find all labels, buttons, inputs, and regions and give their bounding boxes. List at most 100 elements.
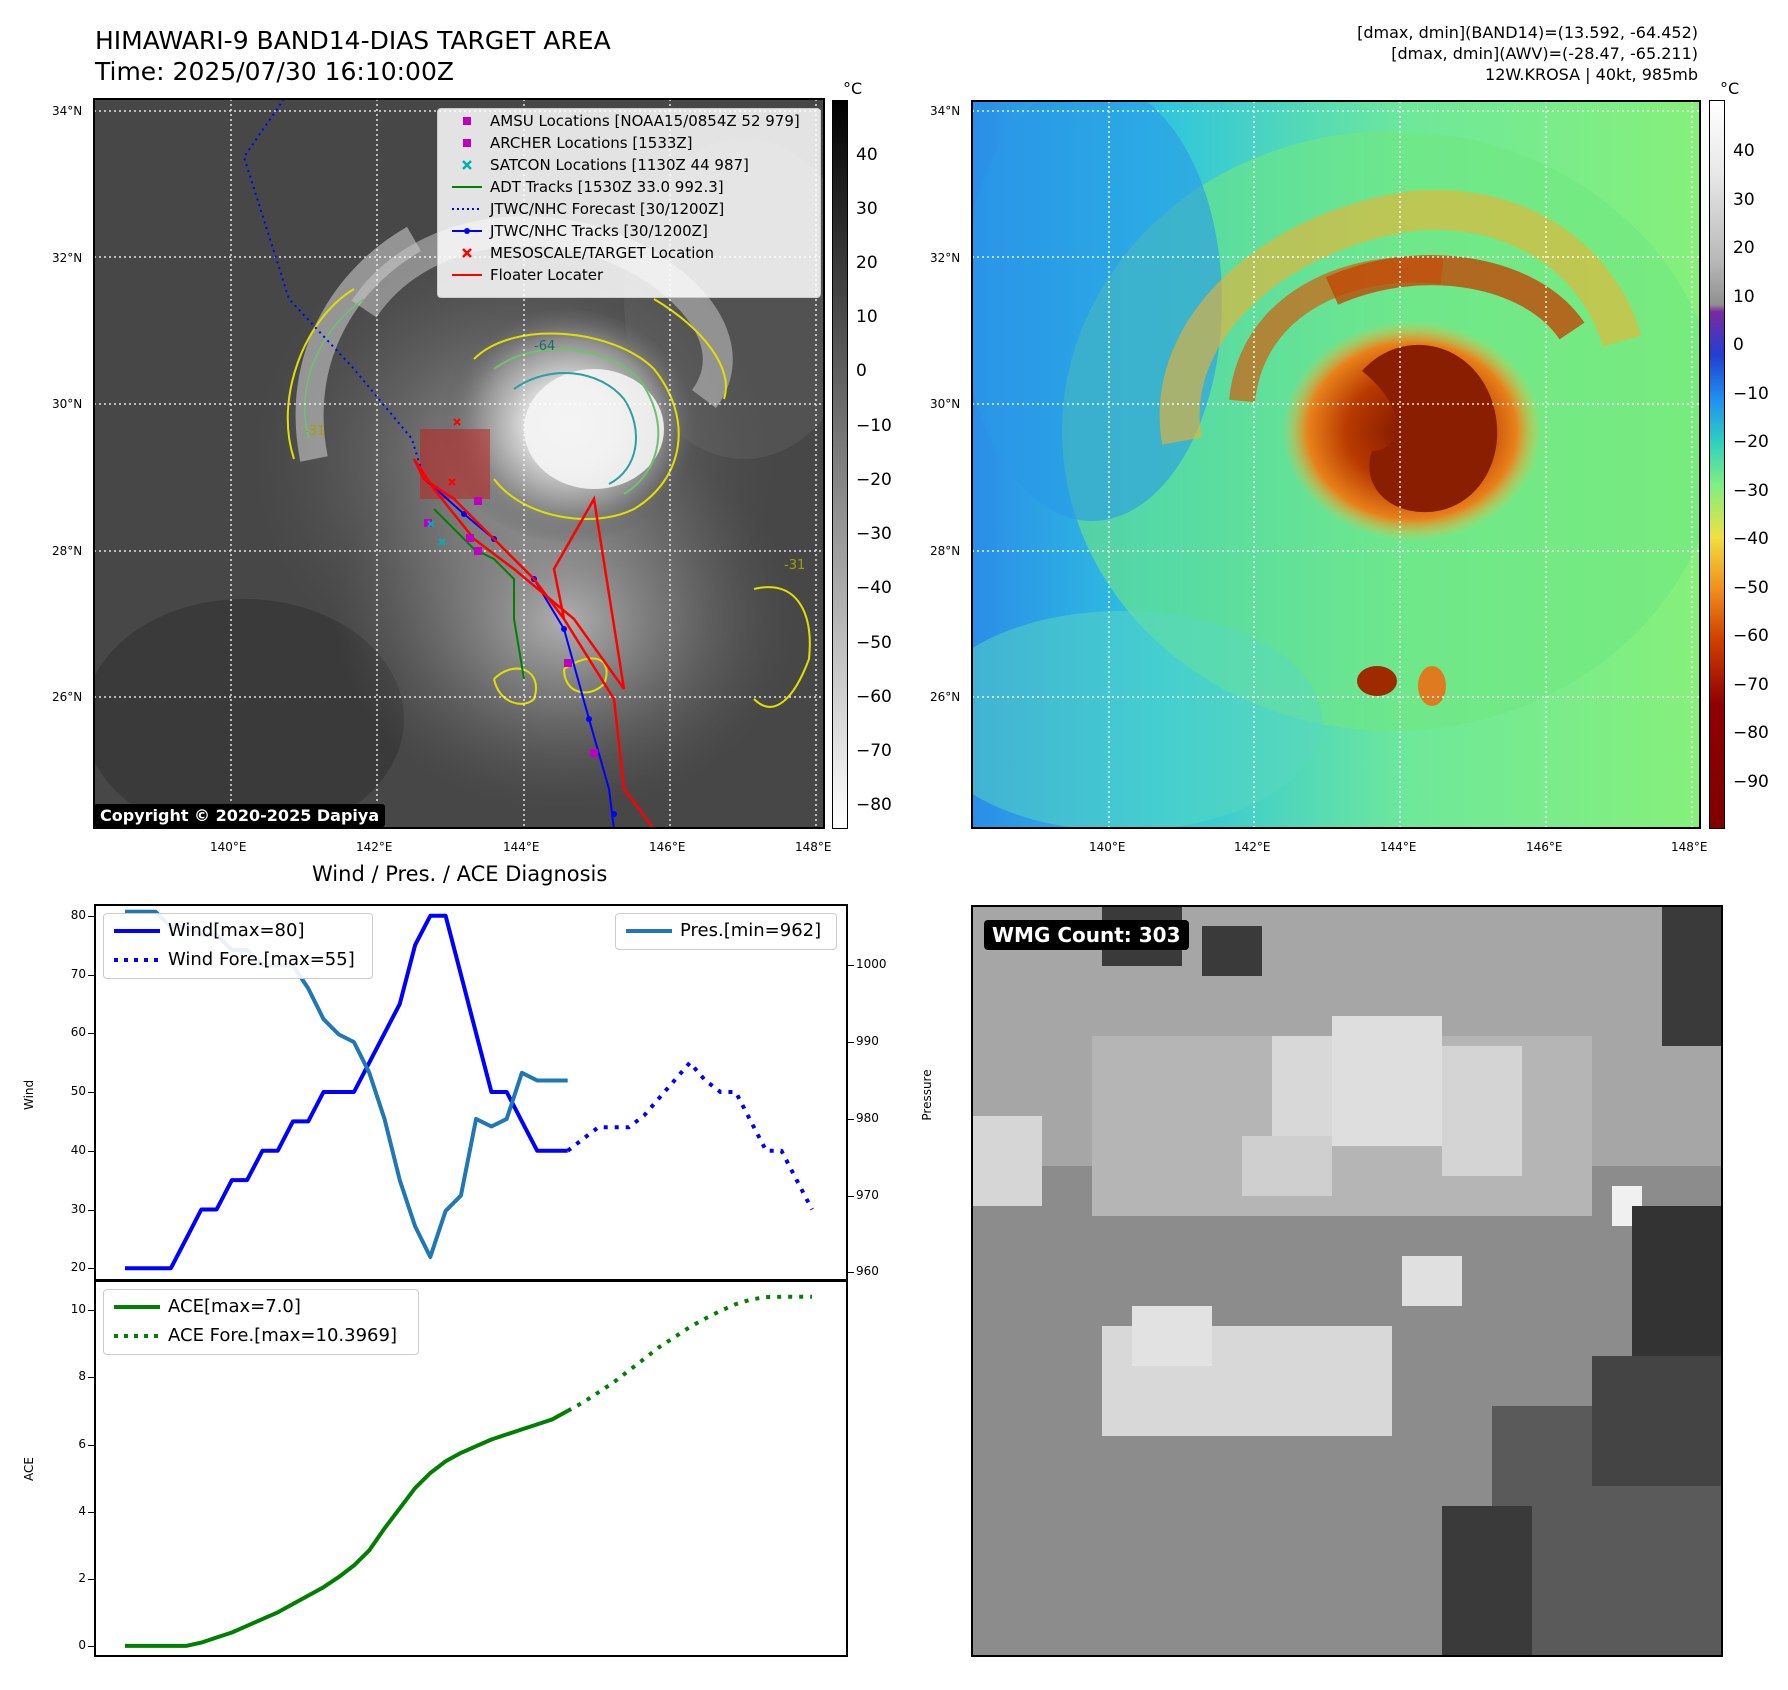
lat-label: 30°N — [930, 397, 961, 411]
x-marker-icon — [462, 160, 472, 170]
info-band14-range: [dmax, dmin](BAND14)=(13.592, -64.452) — [1357, 23, 1698, 42]
axis-tick-label: 6 — [78, 1436, 86, 1451]
axis-tick-label: 970 — [856, 1187, 879, 1202]
axis-tick-label: 20 — [70, 1260, 86, 1275]
ir-colorbar-tick: 30 — [856, 199, 878, 219]
series-line-1 — [566, 1060, 814, 1211]
lon-label: 148°E — [795, 840, 832, 854]
lon-label: 146°E — [649, 840, 686, 854]
lat-label: 32°N — [52, 251, 83, 265]
contour-label: -64 — [534, 339, 555, 354]
axis-tick-mark — [88, 974, 94, 976]
axis-tick-mark — [88, 1268, 94, 1270]
wmg-frame — [971, 905, 1723, 1657]
dotted-line-icon — [452, 208, 482, 210]
axis-tick-label: 40 — [70, 1142, 86, 1157]
axis-tick-label: 70 — [70, 966, 86, 981]
series-line-0 — [125, 1409, 569, 1648]
info-awv-range: [dmax, dmin](AWV)=(-28.47, -65.211) — [1391, 44, 1698, 63]
wv-colorbar-tick: −50 — [1733, 578, 1769, 598]
ir-colorbar-tick: 40 — [856, 145, 878, 165]
ace-legend-label: ACE[max=7.0] — [168, 1296, 301, 1317]
wv-colorbar-tick: −30 — [1733, 481, 1769, 501]
contour-label: -31 — [784, 558, 805, 573]
axis-tick-mark — [88, 1511, 94, 1513]
lon-label: 148°E — [1671, 840, 1708, 854]
axis-tick-mark — [848, 1272, 854, 1274]
ir-colorbar-tick: −40 — [856, 578, 892, 598]
wv-colorbar — [1709, 100, 1725, 829]
wv-grid — [972, 101, 1700, 828]
series-line-1 — [566, 1294, 812, 1413]
ir-map-panel: -64 -31 -31 — [84, 98, 864, 839]
ir-colorbar-tick: −20 — [856, 470, 892, 490]
wv-map-panel — [922, 81, 1722, 831]
lon-label: 142°E — [1234, 840, 1271, 854]
axis-tick-mark — [848, 965, 854, 967]
ir-map-frame — [93, 98, 825, 829]
wv-colorbar-unit: °C — [1720, 79, 1740, 98]
ir-colorbar-unit: °C — [843, 79, 863, 98]
axis-tick-label: 2 — [78, 1570, 86, 1585]
axis-tick-label: 1000 — [856, 957, 887, 972]
axis-tick-mark — [88, 1209, 94, 1211]
copyright-badge: Copyright © 2020-2025 Dapiya — [94, 804, 386, 827]
axis-tick-mark — [88, 1578, 94, 1580]
wv-colorbar-tick: 40 — [1733, 141, 1755, 161]
ir-colorbar-tick: −70 — [856, 741, 892, 761]
axis-tick-mark — [88, 1377, 94, 1379]
wv-colorbar-tick: −90 — [1733, 772, 1769, 792]
wv-colorbar-tick: −60 — [1733, 626, 1769, 646]
dotted-line-icon — [112, 1325, 162, 1347]
axis-tick-label: 0 — [78, 1637, 86, 1652]
wind-legend-label: Wind[max=80] — [168, 920, 305, 941]
lat-label: 28°N — [930, 544, 961, 558]
square-marker-icon — [463, 117, 471, 125]
figure-time: Time: 2025/07/30 16:10:00Z — [95, 57, 454, 86]
ir-colorbar-tick: −10 — [856, 416, 892, 436]
ace-chart — [94, 1280, 848, 1656]
pressure-legend: Pres.[min=962] — [615, 913, 837, 950]
ace-chart-frame — [94, 1280, 848, 1657]
line-dot-icon — [452, 228, 482, 234]
mesoscale-markers — [448, 418, 461, 486]
axis-tick-mark — [88, 1444, 94, 1446]
axis-tick-label: 960 — [856, 1264, 879, 1279]
lat-label: 26°N — [930, 690, 961, 704]
axis-tick-label: 990 — [856, 1034, 879, 1049]
wmg-count-badge: WMG Count: 303 — [984, 920, 1189, 950]
lon-label: 142°E — [356, 840, 393, 854]
lat-label: 26°N — [52, 690, 83, 704]
wv-colorbar-tick: −70 — [1733, 675, 1769, 695]
ir-colorbar-tick: −60 — [856, 687, 892, 707]
lat-label: 30°N — [52, 397, 83, 411]
solid-line-icon — [112, 920, 162, 942]
ace-plot — [125, 1294, 812, 1648]
wv-colorbar-tick: −40 — [1733, 529, 1769, 549]
wv-colorbar-tick: −80 — [1733, 723, 1769, 743]
wind-axis-label: Wind — [22, 1079, 36, 1110]
axis-tick-mark — [88, 1033, 94, 1035]
wv-colorbar-tick: 10 — [1733, 287, 1755, 307]
lat-label: 28°N — [52, 544, 83, 558]
ace-legend: ACE[max=7.0] ACE Fore.[max=10.3969] — [103, 1289, 419, 1355]
x-marker-icon — [462, 248, 472, 258]
lon-label: 144°E — [1380, 840, 1417, 854]
line-marker-icon — [452, 274, 482, 276]
lon-label: 144°E — [503, 840, 540, 854]
axis-tick-label: 980 — [856, 1110, 879, 1125]
amsu-archer-markers — [424, 497, 598, 757]
floater-locater-track — [412, 458, 655, 830]
solid-line-icon — [624, 920, 674, 942]
axis-tick-mark — [88, 1310, 94, 1312]
ir-colorbar-tick: 0 — [856, 361, 867, 381]
axis-tick-mark — [848, 1195, 854, 1197]
series-line-0 — [125, 913, 568, 1271]
wmg-panel: WMG Count: 303 — [972, 906, 1722, 1656]
ir-colorbar-tick: 10 — [856, 307, 878, 327]
wv-map-frame — [971, 100, 1701, 829]
axis-tick-mark — [88, 1645, 94, 1647]
ace-forecast-legend-label: ACE Fore.[max=10.3969] — [168, 1325, 397, 1346]
info-storm: 12W.KROSA | 40kt, 985mb — [1485, 65, 1698, 84]
axis-tick-mark — [88, 1092, 94, 1093]
